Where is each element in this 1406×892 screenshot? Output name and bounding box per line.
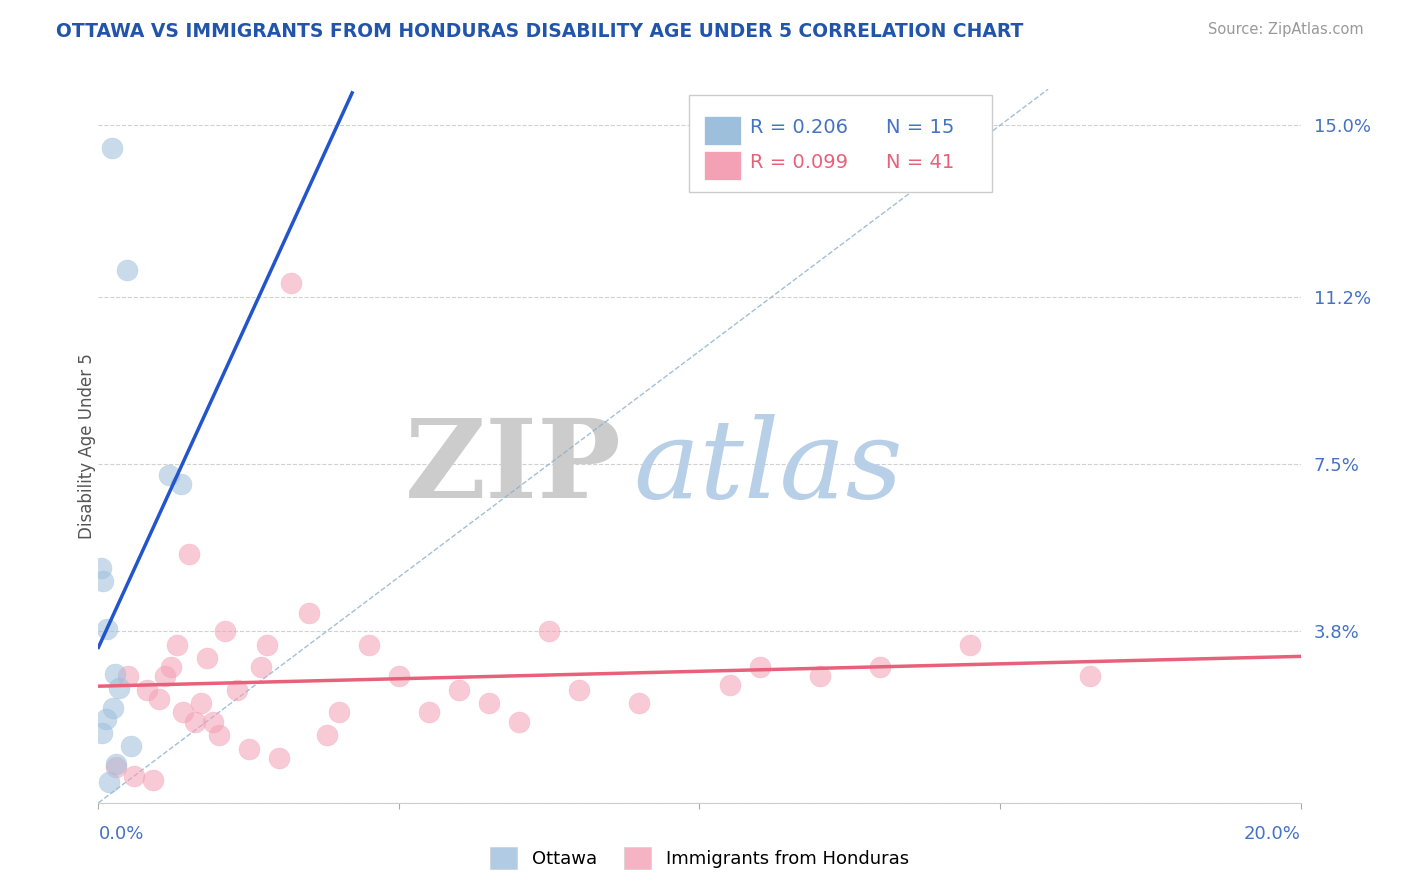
Text: ZIP: ZIP [405,414,621,521]
Text: OTTAWA VS IMMIGRANTS FROM HONDURAS DISABILITY AGE UNDER 5 CORRELATION CHART: OTTAWA VS IMMIGRANTS FROM HONDURAS DISAB… [56,22,1024,41]
Point [117,263,139,277]
Point [135,682,157,697]
Point [478,697,501,711]
Point [105,759,128,773]
Point [568,682,591,697]
Point [418,706,440,720]
Point [267,750,290,764]
Legend: Ottawa, Immigrants from Honduras: Ottawa, Immigrants from Honduras [484,839,915,876]
Point [141,773,163,788]
Point [183,714,205,729]
Point [298,606,321,620]
Point [280,277,302,291]
Point [195,651,218,665]
Point [170,477,193,491]
Point [103,701,125,715]
Point [148,692,170,706]
Y-axis label: Disability Age Under 5: Disability Age Under 5 [79,353,96,539]
Text: atlas: atlas [633,414,903,521]
Point [121,739,143,754]
Point [256,638,278,652]
Point [153,669,176,683]
Point [748,660,770,674]
Text: 0.0%: 0.0% [98,825,143,843]
Point [1078,669,1101,683]
Point [166,638,188,652]
Point [117,669,139,683]
Point [190,697,212,711]
Point [90,561,112,575]
Point [357,638,380,652]
Point [104,667,127,681]
Point [315,728,337,742]
Point [100,141,122,155]
Point [538,624,561,639]
Point [157,468,180,483]
Point [388,669,411,683]
Point [238,741,260,756]
Point [225,682,247,697]
Point [172,706,194,720]
Point [96,622,118,636]
Point [508,714,530,729]
Point [959,638,981,652]
Point [108,681,131,695]
Point [124,769,146,783]
Text: N = 15: N = 15 [886,118,955,136]
Point [328,706,350,720]
Point [94,712,117,726]
Point [869,660,891,674]
Point [447,682,470,697]
Point [718,678,741,692]
Point [808,669,831,683]
Point [159,660,181,674]
Point [628,697,651,711]
Point [105,757,128,772]
Text: R = 0.099: R = 0.099 [749,153,848,172]
Point [91,574,114,589]
Point [208,728,231,742]
Text: 20.0%: 20.0% [1244,825,1301,843]
Text: R = 0.206: R = 0.206 [749,118,848,136]
Text: Source: ZipAtlas.com: Source: ZipAtlas.com [1208,22,1364,37]
Point [177,548,200,562]
Point [201,714,224,729]
Point [91,726,114,740]
Point [98,775,121,789]
Point [214,624,236,639]
Text: N = 41: N = 41 [886,153,955,172]
Point [249,660,271,674]
